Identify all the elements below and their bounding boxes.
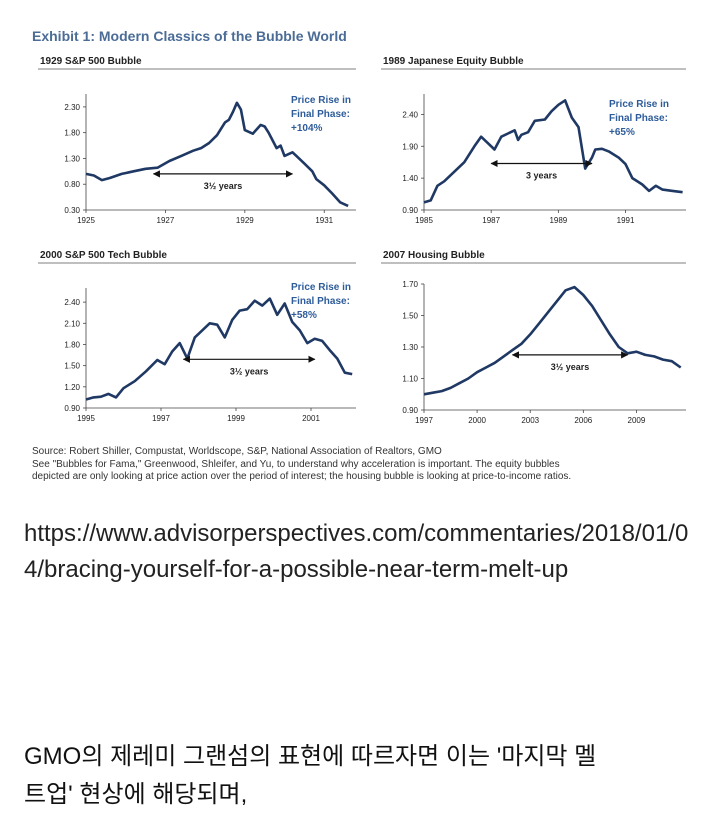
price-rise-annotation: Price Rise in	[291, 282, 351, 293]
y-tick-label: 1.50	[64, 362, 80, 371]
x-tick-label: 2000	[468, 416, 486, 425]
x-tick-label: 1931	[315, 216, 333, 225]
y-tick-label: 2.40	[64, 298, 80, 307]
series-line	[85, 101, 349, 208]
series-line	[423, 99, 683, 204]
source-note: Source: Robert Shiller, Compustat, World…	[32, 446, 692, 484]
price-rise-annotation: Final Phase:	[291, 109, 350, 120]
x-tick-label: 1997	[415, 416, 433, 425]
y-tick-label: 0.80	[64, 180, 80, 189]
span-label: 3 years	[526, 170, 557, 180]
price-rise-annotation: +104%	[291, 123, 323, 134]
source-line-1: Source: Robert Shiller, Compustat, World…	[32, 446, 442, 457]
y-tick-label: 1.30	[64, 154, 80, 163]
x-tick-label: 2006	[574, 416, 592, 425]
price-rise-annotation: Price Rise in	[291, 95, 351, 106]
x-tick-label: 1991	[617, 216, 635, 225]
y-tick-label: 1.80	[64, 129, 80, 138]
x-tick-label: 1929	[236, 216, 254, 225]
price-rise-annotation: Price Rise in	[609, 99, 669, 110]
source-line-2: See "Bubbles for Fama," Greenwood, Shlei…	[32, 458, 560, 470]
y-tick-label: 1.70	[402, 280, 418, 289]
price-rise-annotation: Final Phase:	[291, 296, 350, 307]
price-rise-annotation: +65%	[609, 127, 635, 138]
x-tick-label: 2009	[628, 416, 646, 425]
x-tick-label: 1987	[482, 216, 500, 225]
korean-line-2: 트업' 현상에 해당되며,	[24, 781, 248, 808]
x-tick-label: 1927	[157, 216, 175, 225]
x-tick-label: 1989	[549, 216, 567, 225]
span-label: 3½ years	[230, 366, 269, 376]
bubble-charts: 1929 S&P 500 Bubble2.301.801.300.800.301…	[38, 56, 686, 425]
chart-title: 2000 S&P 500 Tech Bubble	[40, 250, 167, 261]
korean-paragraph: GMO의 제레미 그랜섬의 표현에 따르자면 이는 '마지막 멜 트업' 현상에…	[24, 738, 704, 814]
x-tick-label: 1985	[415, 216, 433, 225]
x-tick-label: 2003	[521, 416, 539, 425]
korean-line-1: GMO의 제레미 그랜섬의 표현에 따르자면 이는 '마지막 멜	[24, 743, 597, 770]
y-tick-label: 1.30	[402, 343, 418, 352]
y-tick-label: 0.90	[402, 206, 418, 215]
span-label: 3½ years	[551, 362, 590, 372]
x-tick-label: 1999	[227, 414, 245, 423]
series-line	[423, 285, 682, 396]
x-tick-label: 1995	[77, 414, 95, 423]
exhibit-title: Exhibit 1: Modern Classics of the Bubble…	[32, 28, 347, 44]
y-tick-label: 1.40	[402, 174, 418, 183]
y-tick-label: 1.10	[402, 375, 418, 384]
y-tick-label: 1.50	[402, 312, 418, 321]
y-tick-label: 0.90	[402, 406, 418, 415]
y-tick-label: 1.90	[402, 142, 418, 151]
price-rise-annotation: Final Phase:	[609, 113, 668, 124]
span-label: 3½ years	[204, 181, 243, 191]
chart-title: 1929 S&P 500 Bubble	[40, 56, 142, 67]
article-url[interactable]: https://www.advisorperspectives.com/comm…	[24, 520, 689, 583]
y-tick-label: 1.20	[64, 383, 80, 392]
x-tick-label: 1997	[152, 414, 170, 423]
y-tick-label: 0.90	[64, 404, 80, 413]
series-line	[85, 297, 353, 401]
x-tick-label: 1925	[77, 216, 95, 225]
source-line-3: depicted are only looking at price actio…	[32, 471, 572, 482]
price-rise-annotation: +58%	[291, 310, 317, 321]
x-tick-label: 2001	[302, 414, 320, 423]
chart-title: 1989 Japanese Equity Bubble	[383, 56, 524, 67]
y-tick-label: 2.40	[402, 110, 418, 119]
y-tick-label: 1.80	[64, 340, 80, 349]
y-tick-label: 2.10	[64, 319, 80, 328]
y-tick-label: 2.30	[64, 103, 80, 112]
chart-title: 2007 Housing Bubble	[383, 250, 485, 261]
y-tick-label: 0.30	[64, 206, 80, 215]
